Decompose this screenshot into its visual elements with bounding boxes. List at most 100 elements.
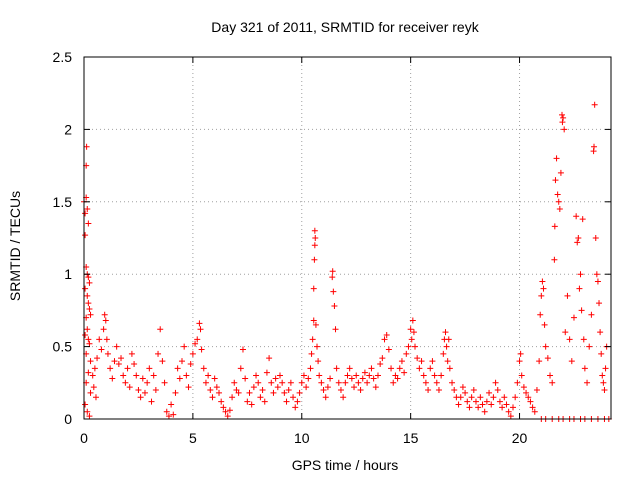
data-point xyxy=(438,372,445,379)
data-point xyxy=(163,408,170,415)
data-point xyxy=(141,389,148,396)
data-point xyxy=(161,379,168,386)
data-point xyxy=(544,355,551,362)
data-point xyxy=(82,401,89,408)
data-point xyxy=(213,384,220,391)
data-point xyxy=(525,394,532,401)
data-point xyxy=(316,372,323,379)
data-point xyxy=(433,379,440,386)
data-point xyxy=(348,375,355,382)
y-tick-label: 2 xyxy=(64,121,72,137)
data-point xyxy=(592,235,599,241)
data-point xyxy=(598,350,605,357)
data-point xyxy=(443,343,450,350)
data-point xyxy=(451,387,458,394)
data-point xyxy=(86,305,93,312)
data-point xyxy=(248,401,255,408)
data-point xyxy=(383,332,390,339)
data-point xyxy=(355,379,362,386)
data-point xyxy=(183,372,190,379)
data-point xyxy=(600,379,607,386)
data-point xyxy=(570,314,577,321)
data-point xyxy=(315,358,322,365)
data-point xyxy=(490,394,497,401)
data-point xyxy=(89,372,96,379)
data-point xyxy=(174,365,181,372)
data-point xyxy=(560,114,567,121)
y-axis-label: SRMTID / TECUs xyxy=(7,191,23,301)
data-point xyxy=(126,384,133,391)
data-point xyxy=(82,232,89,239)
data-point xyxy=(115,360,122,367)
data-point xyxy=(556,206,563,213)
data-point xyxy=(152,387,159,394)
data-point xyxy=(246,389,253,396)
data-point xyxy=(344,372,351,379)
data-point xyxy=(285,387,292,394)
data-point xyxy=(111,358,118,365)
data-point xyxy=(181,343,188,350)
y-tick-label: 0 xyxy=(64,411,72,427)
data-point xyxy=(87,311,94,318)
data-point xyxy=(283,398,290,405)
data-point xyxy=(591,101,598,108)
data-point xyxy=(148,398,155,405)
data-point xyxy=(601,387,608,394)
data-point xyxy=(566,336,573,343)
data-point xyxy=(307,365,314,372)
data-point xyxy=(531,408,538,415)
x-axis-label: GPS time / hours xyxy=(292,457,399,473)
data-point xyxy=(189,350,196,357)
data-point xyxy=(144,379,151,386)
data-point xyxy=(310,317,317,324)
data-point xyxy=(311,227,318,234)
data-point xyxy=(207,387,214,394)
data-point xyxy=(455,401,462,408)
x-tick-label: 0 xyxy=(80,430,88,446)
data-point xyxy=(102,317,109,324)
data-point xyxy=(342,379,349,386)
data-point xyxy=(396,365,403,372)
plot-frame xyxy=(83,56,612,420)
data-point xyxy=(374,372,381,379)
data-point xyxy=(100,326,107,333)
data-point xyxy=(596,300,603,307)
data-point xyxy=(512,394,519,401)
data-point xyxy=(261,398,268,405)
data-point xyxy=(412,343,419,350)
grid-lines xyxy=(84,57,611,419)
data-point xyxy=(87,358,94,365)
data-point xyxy=(529,404,536,411)
data-point xyxy=(253,372,260,379)
data-point xyxy=(122,379,129,386)
data-point xyxy=(442,329,449,336)
data-point xyxy=(263,369,270,376)
data-point xyxy=(268,379,275,386)
data-point xyxy=(270,389,277,396)
data-point xyxy=(91,365,98,372)
data-point xyxy=(499,404,506,411)
data-point xyxy=(377,360,384,367)
data-point xyxy=(92,394,99,401)
data-point xyxy=(517,350,524,357)
data-point xyxy=(96,336,103,343)
data-point xyxy=(457,394,464,401)
data-point xyxy=(561,126,568,133)
data-point xyxy=(520,384,527,391)
data-point xyxy=(135,387,142,394)
data-point xyxy=(159,358,166,365)
data-point xyxy=(255,379,262,386)
data-point xyxy=(202,379,209,386)
data-point xyxy=(309,336,316,343)
data-point xyxy=(250,384,257,391)
data-point xyxy=(211,375,218,382)
data-point xyxy=(403,350,410,357)
data-point xyxy=(551,223,558,230)
data-point xyxy=(118,355,125,362)
data-point xyxy=(90,384,97,391)
data-point xyxy=(503,401,510,408)
data-point xyxy=(536,358,543,365)
data-point xyxy=(394,375,401,382)
data-point xyxy=(444,358,451,365)
data-point xyxy=(242,375,249,382)
